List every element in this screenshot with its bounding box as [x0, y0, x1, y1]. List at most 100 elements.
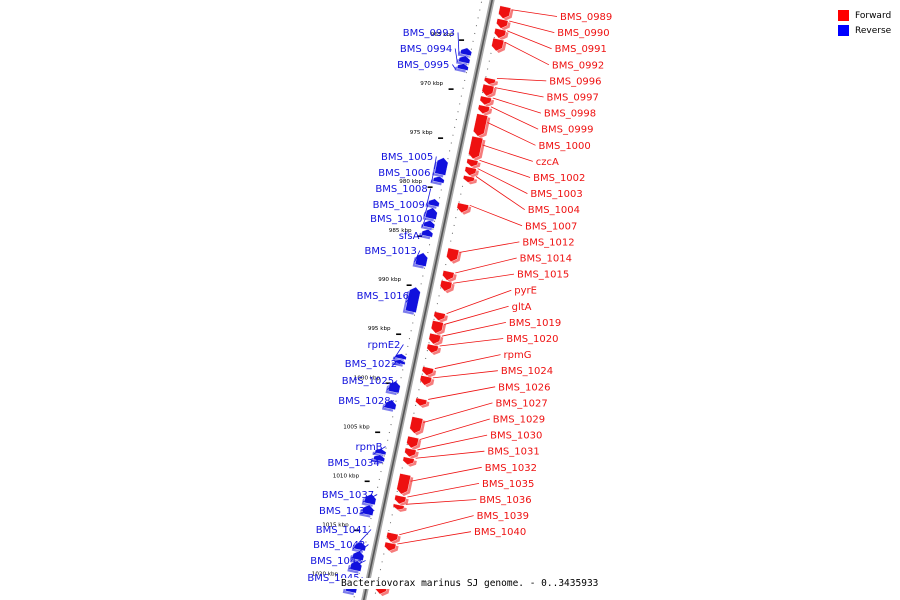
- kbp-tick-label: 965 kbp: [431, 32, 454, 38]
- reverse-gene-label: BMS_1042: [313, 540, 365, 551]
- forward-leader-line: [479, 159, 531, 178]
- reverse-gene-label: BMS_1034: [327, 458, 379, 469]
- forward-leader-line: [504, 41, 550, 66]
- forward-gene: [442, 270, 455, 281]
- forward-gene-label: BMS_1007: [525, 221, 577, 232]
- forward-gene: [468, 135, 484, 160]
- forward-leader-line: [423, 402, 493, 423]
- reverse-gene: [434, 157, 449, 176]
- forward-gene-label: BMS_1014: [520, 254, 572, 265]
- reverse-gene: [405, 286, 421, 313]
- reverse-leader-line: [405, 295, 413, 303]
- reverse-gene-label: BMS_1009: [373, 200, 425, 211]
- reverse-gene-label: BMS_1006: [378, 168, 430, 179]
- forward-gene: [466, 158, 479, 167]
- forward-gene: [428, 332, 442, 345]
- forward-gene-label: BMS_0989: [560, 12, 612, 23]
- forward-gene: [386, 531, 399, 543]
- genome-caption: Bacteriovorax marinus SJ genome. - 0..34…: [340, 578, 600, 589]
- forward-gene-label: gltA: [512, 302, 532, 313]
- forward-leader-line: [397, 531, 472, 545]
- forward-gene: [415, 397, 428, 407]
- forward-leader-line: [506, 30, 552, 50]
- reverse-leader-line: [421, 218, 426, 228]
- reverse-leader-line: [452, 64, 457, 70]
- forward-gene-label: BMS_1030: [490, 431, 542, 442]
- reverse-gene: [456, 63, 469, 71]
- reverse-leader-line: [426, 188, 432, 206]
- kbp-tick-label: 1000 kbp: [354, 375, 381, 381]
- forward-gene: [433, 311, 446, 321]
- forward-gene: [419, 375, 433, 386]
- forward-leader-line: [410, 466, 482, 482]
- reverse-gene-label: BMS_1008: [375, 184, 427, 195]
- forward-gene: [409, 416, 424, 434]
- forward-gene-label: BMS_0998: [544, 109, 596, 120]
- forward-leader-line: [417, 434, 488, 451]
- reverse-gene: [351, 550, 365, 562]
- legend: Forward Reverse: [838, 8, 891, 38]
- forward-gene-label: BMS_1019: [509, 318, 561, 329]
- forward-gene: [496, 18, 509, 29]
- reverse-gene: [394, 353, 407, 361]
- forward-leader-line: [475, 176, 525, 211]
- forward-gene: [491, 37, 505, 52]
- forward-gene: [392, 503, 405, 511]
- forward-leader-line: [446, 289, 512, 315]
- genome-axis-core: [362, 0, 493, 600]
- reverse-leader-line: [414, 250, 421, 263]
- legend-label-reverse: Reverse: [855, 25, 892, 36]
- reverse-leader-line: [457, 32, 460, 55]
- forward-gene: [402, 456, 415, 465]
- forward-gene-label: BMS_1004: [528, 205, 580, 216]
- kbp-tick-label: 1005 kbp: [343, 424, 370, 430]
- reverse-gene: [414, 252, 428, 267]
- kbp-tick-label: 970 kbp: [420, 81, 443, 87]
- reverse-leader-line: [360, 510, 375, 514]
- reverse-gene: [427, 198, 440, 208]
- reverse-leader-line: [393, 344, 404, 360]
- legend-item-forward: Forward: [838, 8, 891, 23]
- forward-gene: [384, 541, 397, 552]
- reverse-gene-label: BMS_1025: [342, 376, 394, 387]
- forward-swatch: [838, 10, 849, 21]
- reverse-gene: [424, 207, 438, 220]
- forward-leader-line: [494, 87, 544, 98]
- kbp-tick-label: 1015 kbp: [322, 522, 349, 528]
- kbp-tick-label: 1020 kbp: [312, 571, 339, 577]
- forward-leader-line: [419, 418, 490, 441]
- reverse-gene: [432, 176, 445, 184]
- reverse-gene-label: BMS_1005: [381, 152, 433, 163]
- reverse-gene: [374, 448, 387, 456]
- legend-item-reverse: Reverse: [838, 23, 891, 38]
- forward-gene-label: BMS_1036: [479, 495, 531, 506]
- forward-leader-line: [434, 354, 501, 369]
- reverse-leader-line: [373, 446, 386, 455]
- forward-gene: [426, 343, 439, 354]
- forward-leader-line: [455, 257, 517, 274]
- reverse-gene: [387, 380, 401, 394]
- forward-gene-label: BMS_0996: [549, 76, 601, 87]
- forward-gene: [477, 104, 490, 114]
- forward-gene: [494, 28, 507, 39]
- forward-gene-label: BMS_0999: [541, 125, 593, 136]
- forward-leader-line: [490, 106, 539, 130]
- forward-gene: [421, 366, 434, 376]
- reverse-gene-label: rpmE2: [368, 340, 401, 351]
- reverse-leader-line: [383, 400, 394, 408]
- forward-leader-line: [428, 386, 496, 400]
- kbp-tick-label: 980 kbp: [399, 179, 422, 185]
- forward-leader-line: [459, 241, 520, 253]
- reverse-gene-label: BMS_1028: [338, 396, 390, 407]
- reverse-gene-label: BMS_1010: [370, 214, 422, 225]
- forward-gene-label: BMS_1003: [530, 189, 582, 200]
- forward-gene-label: BMS_1040: [474, 527, 526, 538]
- forward-gene-label: BMS_1039: [477, 511, 529, 522]
- forward-gene-label: BMS_0992: [552, 60, 604, 71]
- forward-gene-label: BMS_1032: [485, 463, 537, 474]
- kbp-tick-label: 990 kbp: [378, 277, 401, 283]
- forward-gene: [498, 5, 512, 19]
- forward-gene: [462, 175, 475, 183]
- reverse-gene-label: BMS_1045: [307, 573, 359, 584]
- reverse-leader-line: [362, 494, 378, 503]
